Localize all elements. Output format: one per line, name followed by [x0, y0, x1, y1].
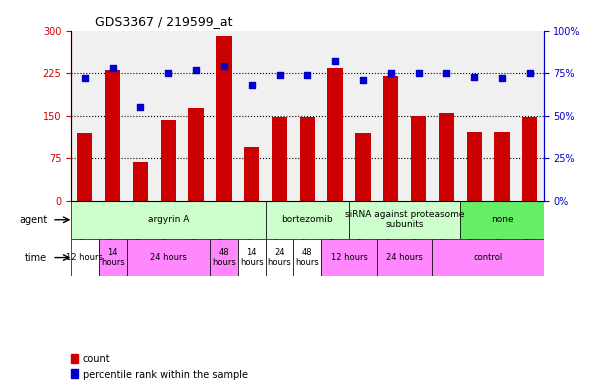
- Point: [330, 58, 340, 65]
- FancyBboxPatch shape: [71, 239, 99, 276]
- Bar: [494, 132, 509, 201]
- Point: [108, 65, 118, 71]
- Bar: [272, 118, 287, 201]
- Bar: [189, 108, 204, 201]
- FancyBboxPatch shape: [265, 239, 293, 276]
- FancyBboxPatch shape: [126, 239, 210, 276]
- Text: siRNA against proteasome
subunits: siRNA against proteasome subunits: [345, 210, 465, 230]
- Bar: [216, 36, 232, 201]
- Text: 24 hours: 24 hours: [150, 253, 187, 262]
- Bar: [522, 118, 537, 201]
- Text: argyrin A: argyrin A: [148, 215, 189, 224]
- Point: [164, 70, 173, 76]
- FancyBboxPatch shape: [460, 201, 544, 239]
- Point: [414, 70, 423, 76]
- Point: [441, 70, 451, 76]
- FancyBboxPatch shape: [322, 239, 377, 276]
- Point: [219, 63, 229, 70]
- Text: percentile rank within the sample: percentile rank within the sample: [83, 369, 248, 379]
- Point: [80, 75, 90, 81]
- Bar: [439, 113, 454, 201]
- Point: [358, 77, 368, 83]
- Point: [469, 74, 479, 80]
- Bar: [105, 70, 121, 201]
- Text: 12 hours: 12 hours: [66, 253, 103, 262]
- Bar: [327, 68, 343, 201]
- Bar: [77, 133, 92, 201]
- Text: 48
hours: 48 hours: [296, 248, 319, 267]
- FancyBboxPatch shape: [210, 239, 238, 276]
- FancyBboxPatch shape: [265, 201, 349, 239]
- Text: time: time: [25, 253, 47, 263]
- FancyBboxPatch shape: [377, 239, 433, 276]
- Bar: [411, 116, 426, 201]
- Text: bortezomib: bortezomib: [281, 215, 333, 224]
- Bar: [161, 120, 176, 201]
- Bar: [244, 147, 259, 201]
- Text: 14
hours: 14 hours: [100, 248, 125, 267]
- Text: 24
hours: 24 hours: [268, 248, 291, 267]
- FancyBboxPatch shape: [293, 239, 322, 276]
- Text: agent: agent: [19, 215, 47, 225]
- FancyBboxPatch shape: [349, 201, 460, 239]
- Bar: [300, 118, 315, 201]
- Text: 14
hours: 14 hours: [240, 248, 264, 267]
- Point: [136, 104, 145, 110]
- Point: [303, 72, 312, 78]
- Bar: [355, 133, 371, 201]
- Point: [191, 67, 201, 73]
- Text: count: count: [83, 354, 111, 364]
- Text: control: control: [473, 253, 503, 262]
- Point: [275, 72, 284, 78]
- FancyBboxPatch shape: [238, 239, 265, 276]
- FancyBboxPatch shape: [433, 239, 544, 276]
- Bar: [466, 132, 482, 201]
- Text: none: none: [491, 215, 514, 224]
- FancyBboxPatch shape: [99, 239, 126, 276]
- Text: 12 hours: 12 hours: [330, 253, 368, 262]
- Point: [247, 82, 256, 88]
- Point: [525, 70, 534, 76]
- Point: [386, 70, 395, 76]
- Bar: [133, 162, 148, 201]
- Text: 24 hours: 24 hours: [387, 253, 423, 262]
- Bar: [383, 76, 398, 201]
- Point: [497, 75, 506, 81]
- FancyBboxPatch shape: [71, 201, 265, 239]
- Text: 48
hours: 48 hours: [212, 248, 236, 267]
- Text: GDS3367 / 219599_at: GDS3367 / 219599_at: [95, 15, 232, 28]
